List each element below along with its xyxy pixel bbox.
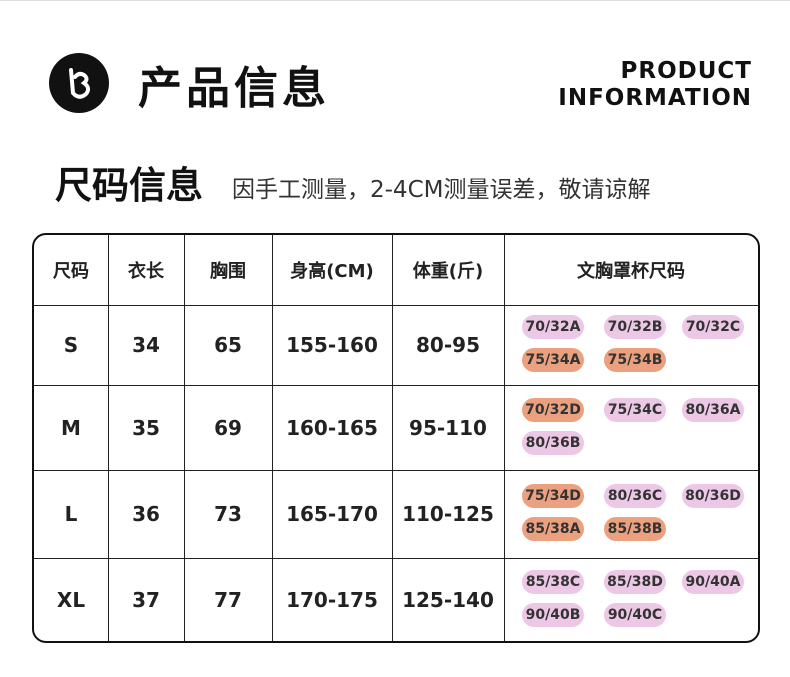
table-cell: S xyxy=(63,333,79,357)
column-divider xyxy=(184,235,185,641)
header-cell: 衣长 xyxy=(128,261,164,282)
header-cell: 体重(斤) xyxy=(412,261,484,282)
column-divider xyxy=(504,235,505,641)
cup-size-tag: 80/36B xyxy=(522,430,584,455)
row-divider xyxy=(34,558,758,559)
table-cell: 36 xyxy=(132,502,160,526)
table-cell: 95-110 xyxy=(409,415,487,440)
english-title: INFORMATION xyxy=(558,85,752,111)
cup-size-tag: 70/32B xyxy=(604,315,666,339)
column-divider xyxy=(392,235,393,641)
cup-size-tag: 90/40B xyxy=(522,602,584,627)
header-cell: 胸围 xyxy=(210,261,246,282)
column-divider xyxy=(272,235,273,641)
table-cell: 35 xyxy=(132,415,160,440)
section-title: 尺码信息 xyxy=(55,164,203,207)
cup-size-tag: 85/38C xyxy=(522,569,584,594)
table-cell: 165-170 xyxy=(286,502,378,526)
table-cell: 37 xyxy=(132,587,160,612)
table-cell: 160-165 xyxy=(286,415,378,440)
table-cell: 77 xyxy=(214,587,242,612)
cup-size-tag: 70/32D xyxy=(522,397,584,422)
table-cell: L xyxy=(64,502,78,526)
logo xyxy=(49,53,109,113)
cup-size-tag: 85/38A xyxy=(522,517,584,541)
row-divider xyxy=(34,385,758,386)
cup-size-tag: 80/36D xyxy=(682,484,744,508)
table-cell: 170-175 xyxy=(286,587,378,612)
row-divider xyxy=(34,305,758,306)
cup-size-tag: 75/34D xyxy=(522,484,584,508)
cup-size-tag: 75/34B xyxy=(604,348,666,372)
table-cell: M xyxy=(61,415,81,440)
cup-size-tag: 70/32C xyxy=(682,315,744,339)
row-divider xyxy=(34,470,758,471)
table-cell: 155-160 xyxy=(286,333,378,357)
cup-size-tag: 80/36A xyxy=(682,397,744,422)
column-divider xyxy=(108,235,109,641)
cup-size-tag: 90/40C xyxy=(604,602,666,627)
title: 产品信息 xyxy=(138,63,330,114)
table-cell: 69 xyxy=(214,415,242,440)
table-cell: 125-140 xyxy=(402,587,494,612)
cup-size-tag: 80/36C xyxy=(604,484,666,508)
cup-size-tag: 75/34A xyxy=(522,348,584,372)
cup-size-tag: 75/34C xyxy=(604,397,666,422)
table-cell: 65 xyxy=(214,333,242,357)
cup-size-tag: 70/32A xyxy=(522,315,584,339)
cup-size-tag: 85/38D xyxy=(604,569,666,594)
header-cell: 身高(CM) xyxy=(290,261,374,282)
table-cell: 80-95 xyxy=(416,333,480,357)
header-cell: 尺码 xyxy=(53,261,89,282)
header-cell: 文胸罩杯尺码 xyxy=(577,261,685,282)
english-title: PRODUCT xyxy=(620,58,752,84)
table-cell: 34 xyxy=(132,333,160,357)
divider xyxy=(0,0,790,1)
table-cell: XL xyxy=(56,587,86,612)
table-cell: 110-125 xyxy=(402,502,494,526)
table-cell: 73 xyxy=(214,502,242,526)
section-note: 因手工测量，2-4CM测量误差，敬请谅解 xyxy=(232,177,651,203)
size-table: 尺码 衣长 胸围 身高(CM) 体重(斤) 文胸罩杯尺码 S 34 65 155-160 80-95… xyxy=(32,233,760,643)
cup-size-tag: 90/40A xyxy=(682,569,744,594)
cup-size-tag: 85/38B xyxy=(604,517,666,541)
